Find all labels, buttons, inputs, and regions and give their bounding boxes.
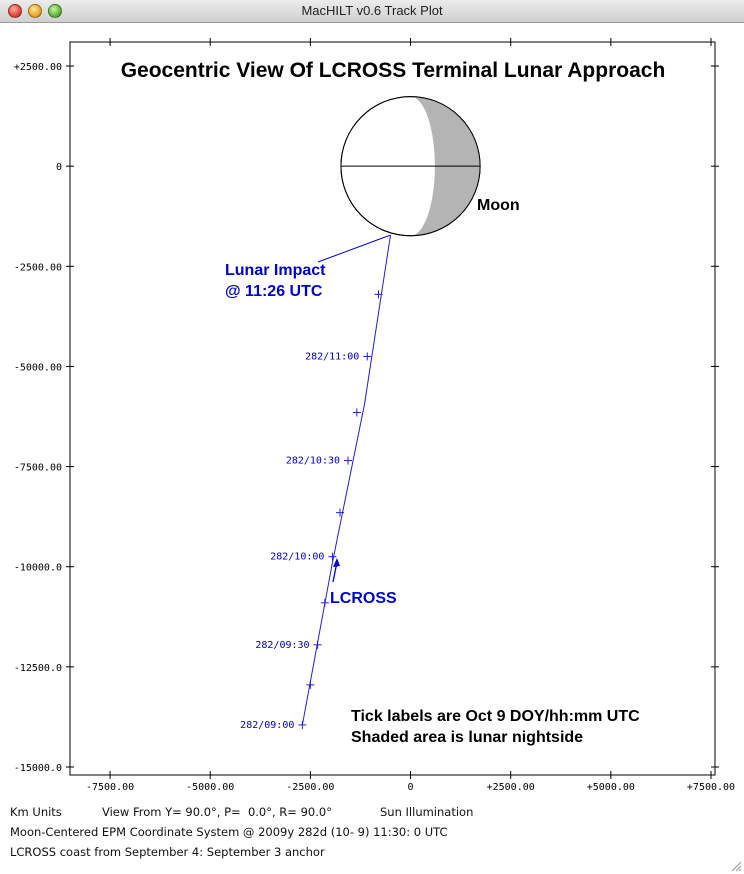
y-tick-label: -7500.00: [14, 463, 62, 474]
track-time-label: 282/09:30: [255, 640, 309, 651]
note-line2: Shaded area is lunar nightside: [351, 729, 583, 746]
units-label: Km Units: [10, 805, 62, 819]
impact-label-line1: Lunar Impact: [225, 262, 326, 279]
coast-label: LCROSS coast from September 4: September…: [10, 845, 325, 859]
lcross-arrow-head: [333, 558, 340, 567]
zoom-button[interactable]: [48, 4, 62, 18]
track-time-label: 282/10:00: [270, 552, 324, 563]
moon-label: Moon: [477, 197, 520, 214]
coordinate-system-label: Moon-Centered EPM Coordinate System @ 20…: [10, 825, 448, 839]
x-tick-label: -5000.00: [186, 782, 234, 793]
impact-leader-line: [317, 234, 391, 263]
y-tick-label: -12500.0: [14, 663, 62, 674]
chart-title: Geocentric View Of LCROSS Terminal Lunar…: [121, 59, 666, 82]
minimize-button[interactable]: [28, 4, 42, 18]
x-tick-label: -2500.00: [286, 782, 334, 793]
track-plot: +2500.00 0 -2500.00 -5000.00 -7500.00 -10000.…: [14, 38, 735, 793]
x-tick-label: +7500.00: [687, 782, 735, 793]
y-tick-label: 0: [56, 162, 62, 173]
y-tick-label: +2500.00: [14, 62, 62, 73]
y-tick-label: -5000.00: [14, 362, 62, 373]
window-title: MacHILT v0.6 Track Plot: [301, 3, 443, 18]
plot-frame: [69, 41, 716, 776]
illumination-label: Sun Illumination: [380, 805, 474, 819]
y-tick-label: -10000.0: [14, 563, 62, 574]
x-tick-label: +2500.00: [487, 782, 535, 793]
close-button[interactable]: [8, 4, 22, 18]
track-time-label: 282/09:00: [240, 720, 294, 731]
track-time-label: 282/10:30: [286, 456, 340, 467]
lcross-label: LCROSS: [330, 590, 397, 607]
x-tick-label: 0: [408, 782, 414, 793]
y-tick-label: -15000.0: [14, 763, 62, 774]
view-angles-label: View From Y= 90.0°, P= 0.0°, R= 90.0°: [102, 805, 332, 819]
track-time-label: 282/11:00: [305, 351, 359, 362]
resize-grip-icon[interactable]: [730, 860, 742, 872]
title-bar[interactable]: MacHILT v0.6 Track Plot: [0, 0, 744, 23]
lcross-track-line: [301, 234, 391, 726]
x-tick-label: +5000.00: [587, 782, 635, 793]
x-tick-label: -7500.00: [86, 782, 134, 793]
note-line1: Tick labels are Oct 9 DOY/hh:mm UTC: [351, 708, 640, 725]
y-tick-label: -2500.00: [14, 262, 62, 273]
impact-label-line2: @ 11:26 UTC: [225, 283, 323, 300]
